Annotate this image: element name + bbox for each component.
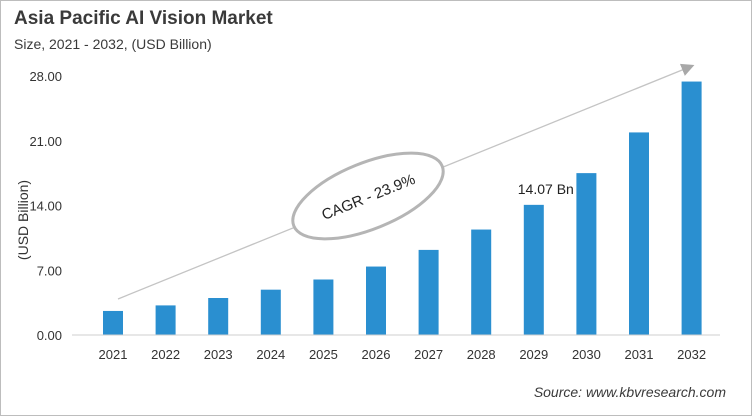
x-tick-label: 2030 [572,347,601,362]
bar-2027 [418,249,439,335]
y-tick-label: 14.00 [29,199,62,214]
y-tick-label: 7.00 [37,263,62,278]
y-tick-label: 21.00 [29,134,62,149]
x-tick-label: 2027 [414,347,443,362]
data-label-2029: 14.07 Bn [518,181,574,197]
chart-subtitle: Size, 2021 - 2032, (USD Billion) [14,36,212,52]
y-tick-label: 28.00 [29,69,62,84]
x-tick-label: 2021 [99,347,128,362]
y-axis-title: (USD Billion) [15,180,31,260]
x-tick-label: 2023 [204,347,233,362]
x-tick-label: 2029 [519,347,548,362]
x-tick-label: 2028 [467,347,496,362]
x-tick-label: 2026 [362,347,391,362]
bar-2023 [208,298,229,335]
x-tick-label: 2025 [309,347,338,362]
bar-2031 [629,132,649,335]
bar-2032 [681,81,702,335]
source-note: Source: www.kbvresearch.com [533,384,726,400]
bar-2021 [103,310,123,335]
cagr-annotation: CAGR - 23.9% [291,151,445,241]
cagr-ellipse [291,151,445,241]
bar-2028 [471,229,492,335]
bar-2030 [576,173,597,335]
y-tick-label: 0.00 [37,328,62,343]
x-tick-label: 2031 [625,347,654,362]
chart-title: Asia Pacific AI Vision Market [14,8,273,29]
x-tick-label: 2024 [256,347,285,362]
bar-2024 [260,289,281,335]
bar-2026 [366,266,386,335]
x-tick-label: 2022 [151,347,180,362]
bar-2025 [313,279,334,335]
x-tick-label: 2032 [677,347,706,362]
bar-2022 [155,305,176,335]
bar-2029 [523,204,544,335]
